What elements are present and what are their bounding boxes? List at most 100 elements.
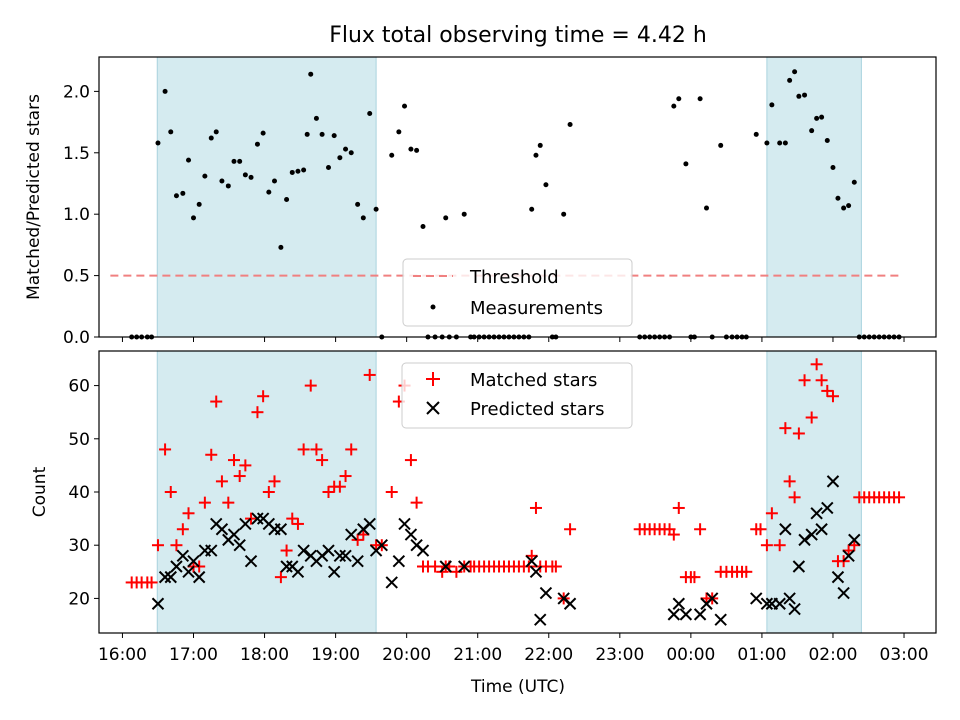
measurement-point [225, 183, 231, 189]
matched-star-marker [779, 422, 792, 435]
x-tick-label: 03:00 [880, 645, 929, 665]
predicted-star-marker [227, 528, 241, 541]
matched-star-marker [529, 501, 542, 514]
predicted-marker-b [410, 539, 423, 552]
predicted-star-marker [416, 544, 430, 557]
matched-stars-legend-marker [426, 372, 440, 386]
measurement-point [792, 69, 798, 75]
predicted-marker-b [810, 507, 823, 520]
measurement-point [202, 173, 208, 179]
predicted-marker-b [297, 544, 310, 557]
top-y-tick-label: 0.5 [63, 267, 90, 287]
bottom-shaded-spans [156, 350, 862, 634]
predicted-marker-b [773, 597, 786, 610]
matched-star-marker [826, 390, 839, 403]
matched-star-marker [760, 539, 773, 552]
matched-star-marker [280, 544, 293, 557]
predicted-star-marker [158, 570, 172, 584]
matched-star-marker [765, 507, 778, 520]
measurement-point [173, 193, 179, 199]
predicted-marker-b [158, 570, 172, 584]
predicted-marker-b [525, 554, 538, 568]
measurement-point [697, 96, 703, 102]
x-tick-label: 19:00 [311, 645, 360, 665]
measurement-point [809, 128, 815, 134]
measurement-point [671, 103, 677, 109]
matched-star-marker [672, 501, 685, 514]
measurement-point [408, 146, 414, 152]
measurement-point [208, 135, 214, 141]
predicted-star-marker [297, 544, 310, 557]
predicted-marker-b [788, 602, 801, 616]
matched-star-marker [429, 560, 442, 573]
predicted-marker-b [151, 597, 165, 610]
predicted-marker-b [821, 501, 834, 515]
measurement-point [260, 130, 266, 136]
matched-star-marker [810, 358, 823, 371]
measurement-point [782, 140, 788, 146]
matched-star-marker [274, 571, 287, 584]
predicted-star-marker [251, 512, 264, 525]
predicted-marker-b [750, 592, 763, 605]
matched-star-marker [198, 496, 211, 509]
predicted-star-marker [831, 570, 845, 584]
measurement-point [301, 167, 307, 173]
measurement-point [373, 206, 379, 212]
predicted-marker-b [322, 544, 335, 557]
predicted-star-marker [810, 507, 823, 520]
predicted-marker-b [557, 592, 570, 605]
predicted-star-marker [821, 501, 834, 515]
predicted-marker-b [227, 528, 241, 541]
predicted-star-marker [539, 586, 553, 600]
predicted-marker-b [170, 560, 183, 573]
measurement-point [835, 195, 841, 201]
matched-star-marker [333, 480, 346, 493]
matched-star-marker [893, 491, 906, 504]
predicted-marker-b [534, 613, 547, 626]
measurement-point [284, 196, 290, 202]
top-shaded-span [156, 56, 377, 338]
predicted-star-marker [783, 592, 796, 605]
measurement-point [237, 158, 243, 164]
measurement-point [313, 115, 319, 121]
top-legend: Threshold Measurements [402, 258, 633, 327]
matched-star-marker [304, 379, 317, 392]
predicted-marker-b [363, 517, 376, 531]
matched-star-marker [182, 507, 195, 520]
predicted-star-marker [848, 533, 861, 547]
measurement-point [213, 129, 219, 135]
predicted-marker-b [385, 576, 398, 589]
matched-star-marker [164, 486, 177, 498]
measurement-point [420, 223, 426, 229]
measurement-point [155, 140, 161, 146]
predicted-marker-b [805, 528, 818, 541]
predicted-star-marker [404, 528, 418, 541]
predicted-marker-b [672, 597, 685, 610]
measurement-point [537, 142, 543, 148]
measurement-point [186, 157, 192, 163]
matched-star-marker [450, 565, 463, 578]
measurement-point [272, 178, 277, 184]
matched-star-marker [339, 470, 352, 483]
predicted-marker-b [333, 549, 347, 563]
predicted-marker-b [815, 523, 828, 536]
predicted-star-marker [192, 570, 206, 584]
measurement-point [295, 168, 301, 174]
measurement-point [796, 93, 802, 99]
predicted-star-marker [385, 576, 398, 589]
predicted-star-marker [679, 608, 693, 621]
measurement-point [289, 169, 295, 175]
predicted-star-marker [837, 586, 850, 600]
measurement-point [718, 142, 724, 148]
measurement-point [787, 77, 793, 83]
measurement-point [443, 215, 449, 221]
matched-star-marker [210, 395, 223, 408]
top-shaded-span [766, 56, 862, 338]
predicted-star-marker [205, 544, 218, 557]
predicted-marker-b [848, 533, 861, 547]
top-panel: 0.00.51.01.52.0 Matched/Predicted stars … [24, 56, 937, 348]
predicted-star-marker [714, 613, 727, 626]
matched-star-marker [145, 576, 158, 589]
predicted-marker-b [563, 597, 577, 610]
matched-star-marker [297, 443, 310, 456]
